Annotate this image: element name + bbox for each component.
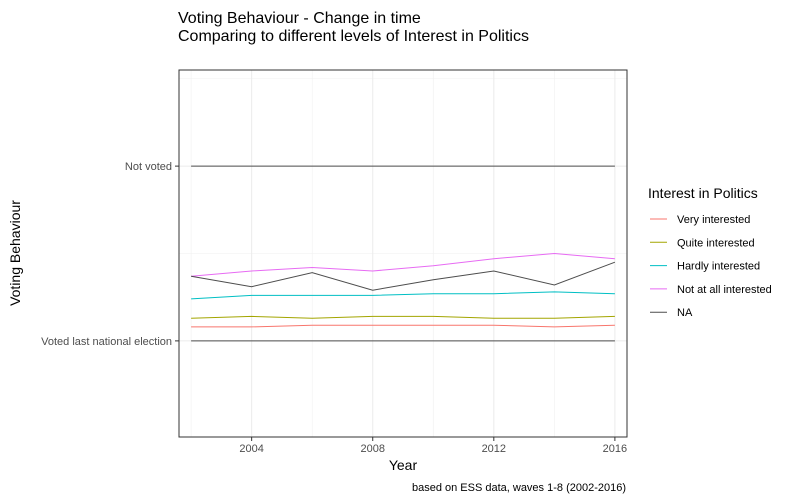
caption: based on ESS data, waves 1-8 (2002-2016) (412, 482, 626, 494)
series-line (191, 252, 615, 277)
x-axis-title: Year (389, 457, 418, 473)
legend-label: Very interested (677, 214, 750, 226)
x-tick-label: 2008 (360, 443, 384, 455)
series-line (191, 324, 615, 328)
x-tick-label: 2012 (482, 443, 506, 455)
y-axis: Voted last national election Not voted (41, 161, 179, 348)
series-line (191, 261, 616, 291)
x-axis: 2004 2008 2012 2016 (239, 437, 627, 455)
x-tick-label: 2004 (239, 443, 263, 455)
series-line (191, 291, 615, 300)
series-line (191, 315, 615, 319)
y-axis-title: Voting Behaviour (7, 200, 23, 306)
chart-title: Voting Behaviour - Change in time (178, 10, 421, 27)
panel-border (178, 69, 628, 438)
legend-title: Interest in Politics (648, 185, 758, 201)
reference-lines (191, 165, 615, 342)
y-tick-label: Voted last national election (41, 336, 172, 348)
legend-label: Not at all interested (677, 284, 772, 296)
legend-label: Hardly interested (677, 261, 760, 273)
legend: Interest in Politics Very interested Quit… (648, 185, 772, 319)
chart-subtitle: Comparing to different levels of Interes… (178, 28, 529, 45)
series-lines (191, 252, 616, 328)
legend-label: Quite interested (677, 237, 755, 249)
x-tick-label: 2016 (603, 443, 627, 455)
y-tick-label: Not voted (125, 161, 172, 173)
legend-label: NA (677, 307, 693, 319)
